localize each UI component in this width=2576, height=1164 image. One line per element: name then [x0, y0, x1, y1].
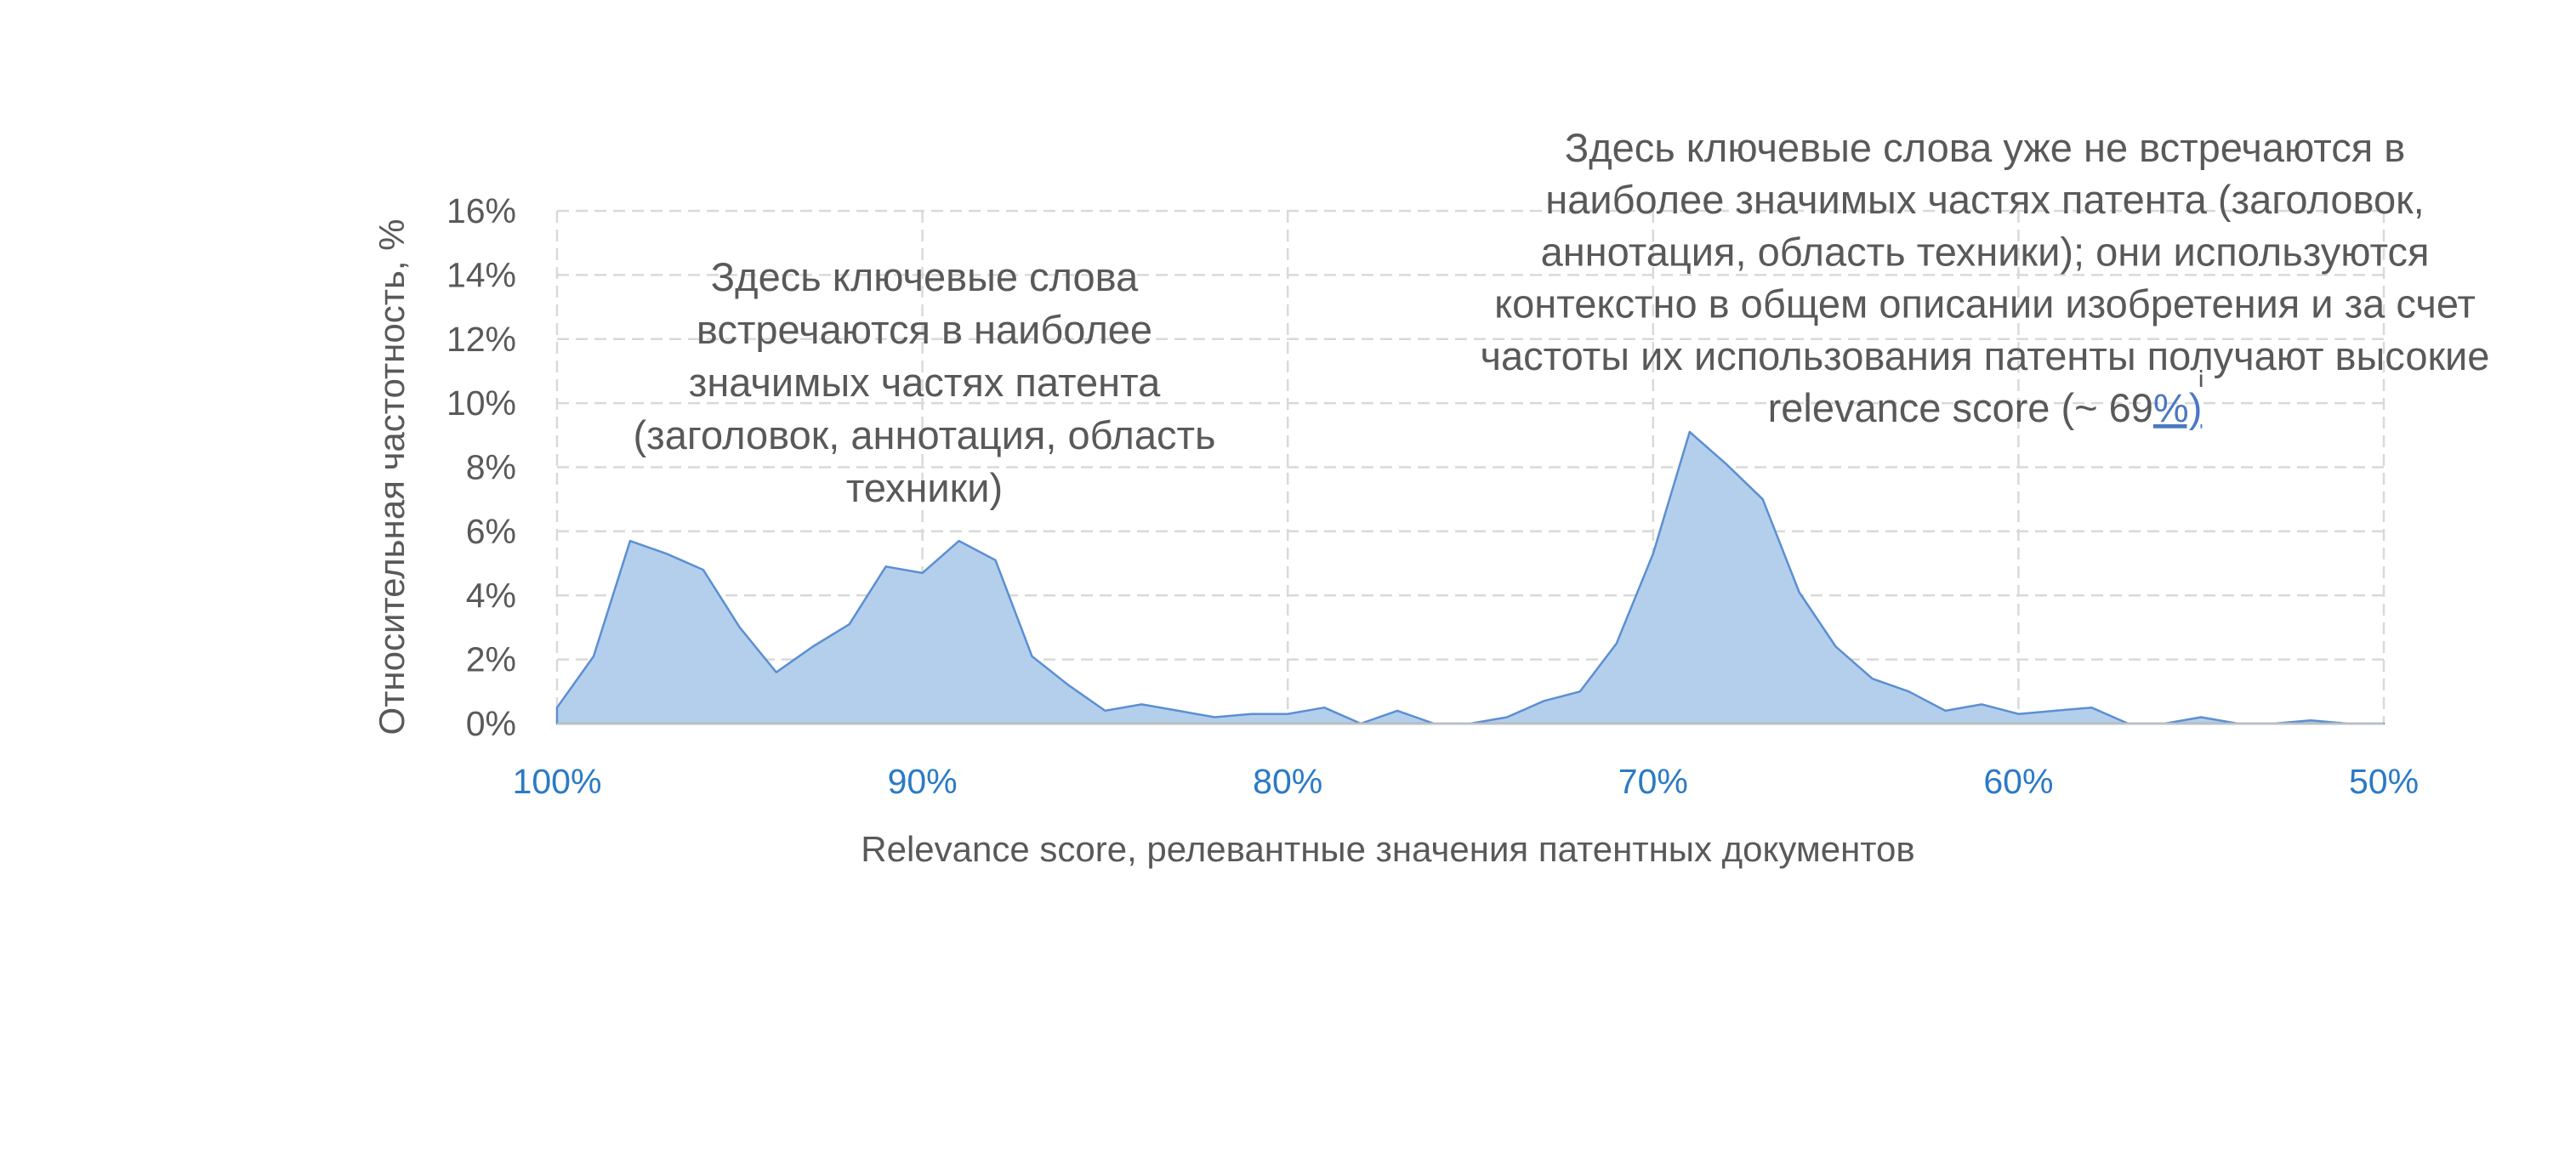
x-axis-title: Relevance score, релевантные значения па… [861, 829, 1914, 869]
y-tick-label: 4% [466, 576, 516, 615]
annotation-line: Здесь ключевые слова [711, 254, 1139, 299]
y-tick-label: 8% [466, 448, 516, 487]
x-tick-labels: 100% 90% 80% 70% 60% 50% [513, 762, 2419, 801]
x-tick-label: 80% [1253, 762, 1322, 801]
y-tick-label: 0% [466, 704, 516, 743]
y-tick-label: 10% [446, 383, 516, 423]
annotation-right-line: relevance score (~ 69%) [1768, 385, 2203, 430]
annotation-left: Здесь ключевые слова встречаются в наибол… [634, 254, 1216, 510]
annotation-line: частоты их использования патенты получаю… [1481, 333, 2490, 378]
annotation-right-text: relevance score (~ 69 [1768, 385, 2153, 430]
annotation-line: наиболее значимых частях патента (заголо… [1545, 177, 2425, 222]
x-tick-label: 50% [2349, 762, 2419, 801]
y-tick-label: 14% [446, 255, 516, 294]
y-tick-label: 2% [466, 640, 516, 679]
y-tick-labels: 0% 2% 4% 6% 8% 10% 12% 14% 16% [446, 191, 516, 743]
gridlines [555, 209, 2386, 724]
y-tick-label: 6% [466, 512, 516, 551]
annotation-line: встречаются в наиболее [697, 307, 1152, 352]
annotation-right: relevance score (~ 69%) ⁱ Здесь ключевые… [1481, 125, 2490, 430]
annotation-line: (заголовок, аннотация, область [634, 412, 1216, 457]
y-axis-title: Относительная частотность, % [372, 219, 412, 735]
annotation-line: контекстно в общем описании изобретения … [1494, 281, 2476, 326]
x-tick-label: 90% [888, 762, 958, 801]
x-tick-label: 100% [513, 762, 602, 801]
y-tick-label: 12% [446, 320, 516, 359]
annotation-line: аннотация, область техники); они использ… [1541, 229, 2430, 274]
annotation-line: значимых частях патента [689, 360, 1161, 405]
series-area [555, 430, 2386, 725]
y-tick-label: 16% [446, 191, 516, 230]
x-tick-label: 70% [1618, 762, 1688, 801]
annotation-line: Здесь ключевые слова уже не встречаются … [1565, 125, 2405, 170]
footnote-mark: ⁱ [2198, 363, 2204, 408]
footnote-link[interactable]: %) [2153, 385, 2202, 430]
annotation-line: техники) [846, 465, 1003, 510]
x-tick-label: 60% [1983, 762, 2053, 801]
